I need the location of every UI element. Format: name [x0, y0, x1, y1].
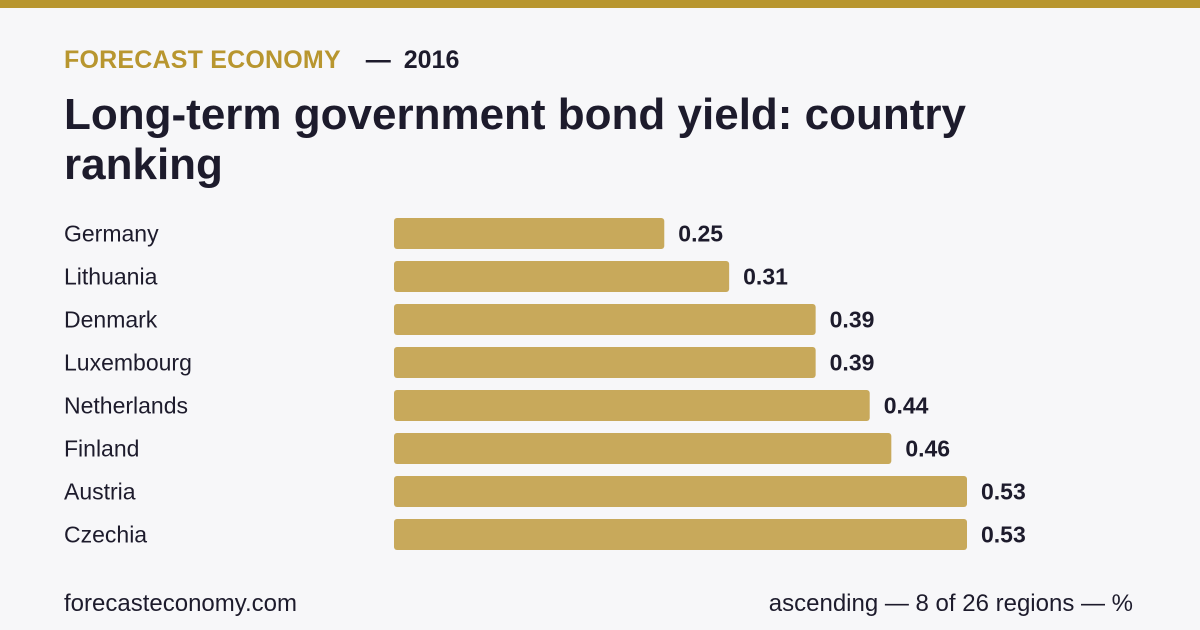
- brand-name: FORECAST ECONOMY: [64, 46, 341, 74]
- value-label: 0.31: [743, 264, 788, 290]
- value-label: 0.44: [884, 393, 929, 419]
- category-label: Austria: [64, 479, 136, 505]
- category-label: Denmark: [64, 307, 158, 333]
- footer-note: ascending — 8 of 26 regions — %: [768, 590, 1133, 617]
- bar: [394, 519, 967, 550]
- value-label: 0.53: [981, 479, 1026, 505]
- value-label: 0.25: [678, 221, 723, 247]
- value-label: 0.46: [905, 436, 950, 462]
- category-label: Lithuania: [64, 264, 158, 290]
- bar: [394, 390, 870, 421]
- bar: [394, 476, 967, 507]
- kicker-separator: —: [365, 46, 391, 74]
- value-label: 0.39: [830, 307, 875, 333]
- bar: [394, 304, 816, 335]
- bar: [394, 433, 892, 464]
- category-label: Czechia: [64, 522, 147, 548]
- chart-title: Long-term government bond yield: country…: [64, 90, 967, 189]
- bar: [394, 347, 816, 378]
- top-accent-bar: [0, 0, 1200, 8]
- category-label: Germany: [64, 221, 159, 247]
- year-label: 2016: [403, 46, 460, 74]
- footer-site: forecasteconomy.com: [64, 590, 297, 617]
- bar: [394, 261, 730, 292]
- value-label: 0.53: [981, 522, 1026, 548]
- category-label: Netherlands: [64, 393, 188, 419]
- category-label: Finland: [64, 436, 139, 462]
- header-kicker: FORECAST ECONOMY — 2016: [64, 46, 459, 75]
- category-label: Luxembourg: [64, 350, 192, 376]
- bar: [394, 218, 665, 249]
- value-label: 0.39: [830, 350, 875, 376]
